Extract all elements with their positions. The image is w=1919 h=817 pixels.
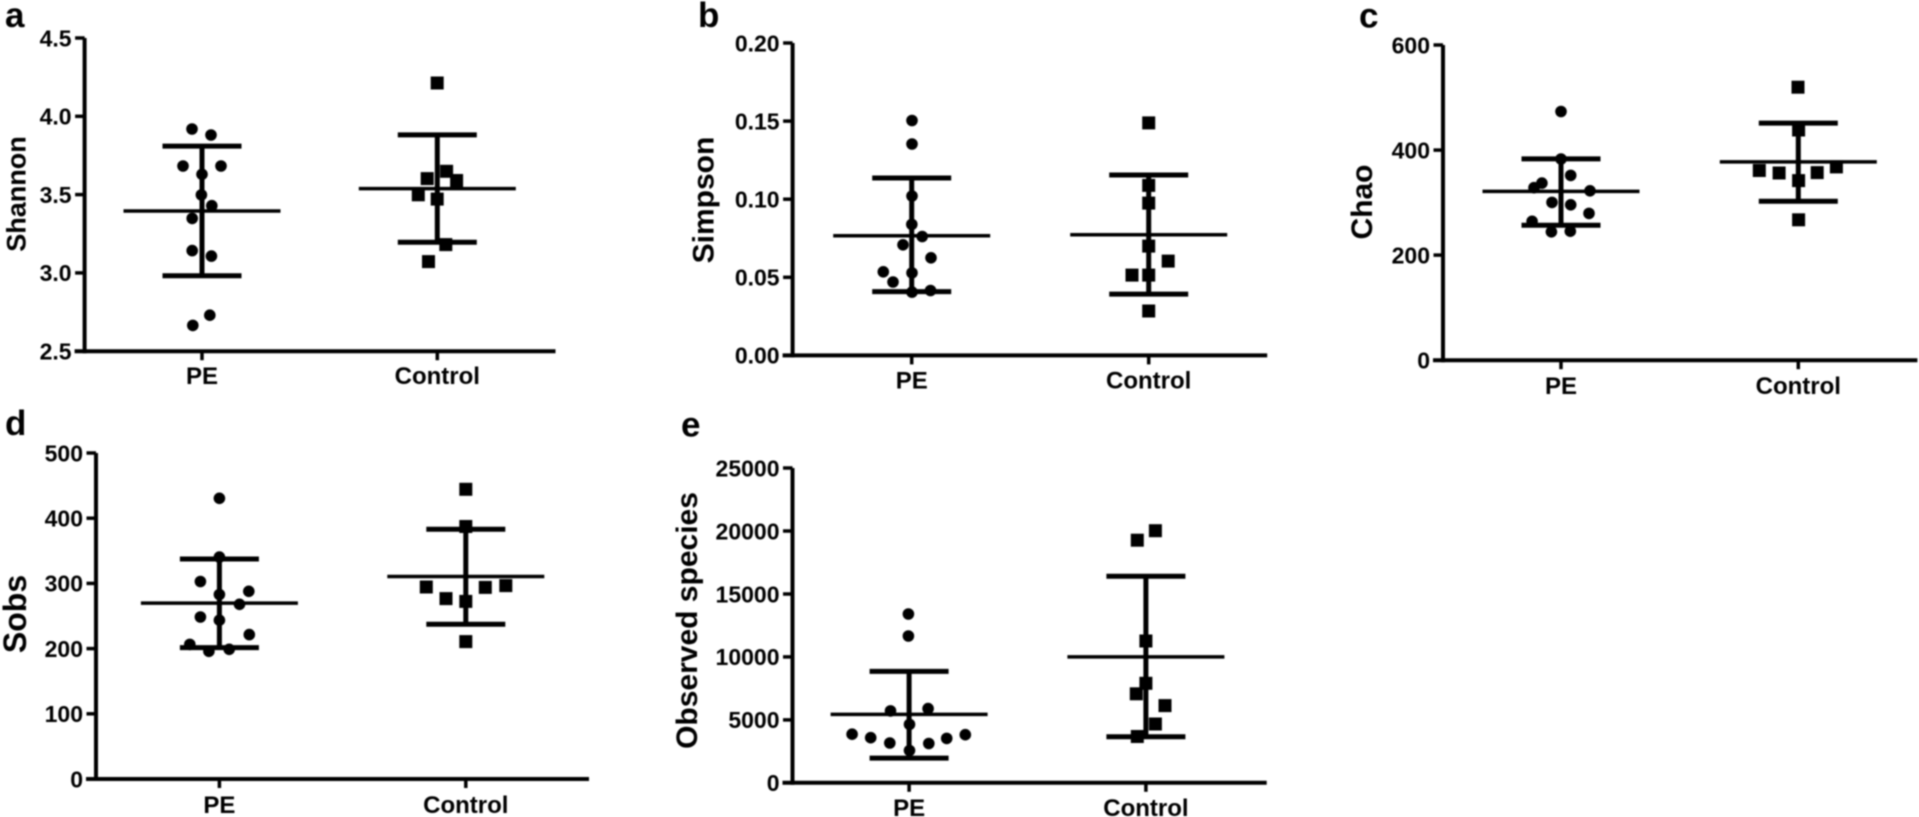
- svg-text:200: 200: [1392, 242, 1430, 268]
- svg-text:3.0: 3.0: [40, 260, 72, 286]
- svg-text:10000: 10000: [716, 644, 780, 670]
- svg-text:Control: Control: [395, 363, 480, 390]
- svg-text:0.15: 0.15: [735, 108, 780, 134]
- svg-text:5000: 5000: [728, 707, 779, 733]
- svg-text:0.00: 0.00: [735, 343, 780, 369]
- svg-text:Observed species: Observed species: [671, 492, 704, 749]
- svg-text:400: 400: [45, 506, 83, 532]
- svg-text:4.5: 4.5: [40, 25, 72, 51]
- svg-text:0: 0: [1417, 348, 1430, 374]
- svg-text:300: 300: [45, 571, 83, 597]
- svg-text:PE: PE: [896, 368, 928, 395]
- svg-text:0.20: 0.20: [735, 30, 780, 56]
- svg-text:25000: 25000: [716, 455, 780, 481]
- svg-text:15000: 15000: [716, 581, 780, 607]
- svg-text:0: 0: [767, 770, 780, 796]
- svg-text:200: 200: [45, 636, 83, 662]
- svg-text:a: a: [5, 0, 25, 35]
- svg-text:PE: PE: [1545, 373, 1577, 400]
- svg-text:Shannon: Shannon: [1, 136, 31, 252]
- svg-text:0: 0: [70, 766, 83, 792]
- svg-text:c: c: [1359, 0, 1378, 36]
- svg-text:600: 600: [1392, 32, 1430, 58]
- svg-text:500: 500: [45, 440, 83, 466]
- svg-text:d: d: [5, 404, 26, 443]
- svg-text:Control: Control: [1106, 368, 1191, 395]
- svg-text:Chao: Chao: [1346, 165, 1379, 240]
- svg-text:Control: Control: [1756, 373, 1841, 400]
- svg-text:20000: 20000: [716, 518, 780, 544]
- svg-text:b: b: [698, 0, 719, 35]
- svg-text:0.10: 0.10: [735, 187, 780, 213]
- svg-text:PE: PE: [203, 792, 235, 817]
- svg-text:Control: Control: [1103, 795, 1188, 817]
- svg-text:PE: PE: [893, 795, 925, 817]
- svg-text:0.05: 0.05: [735, 265, 780, 291]
- svg-text:3.5: 3.5: [40, 182, 72, 208]
- svg-text:400: 400: [1392, 137, 1430, 163]
- svg-text:4.0: 4.0: [40, 104, 72, 130]
- svg-text:2.5: 2.5: [40, 339, 72, 365]
- svg-text:e: e: [681, 406, 700, 445]
- svg-text:PE: PE: [186, 363, 218, 390]
- svg-text:Sobs: Sobs: [0, 575, 33, 653]
- svg-text:100: 100: [45, 701, 83, 727]
- svg-text:Simpson: Simpson: [688, 137, 721, 264]
- svg-text:Control: Control: [423, 792, 508, 817]
